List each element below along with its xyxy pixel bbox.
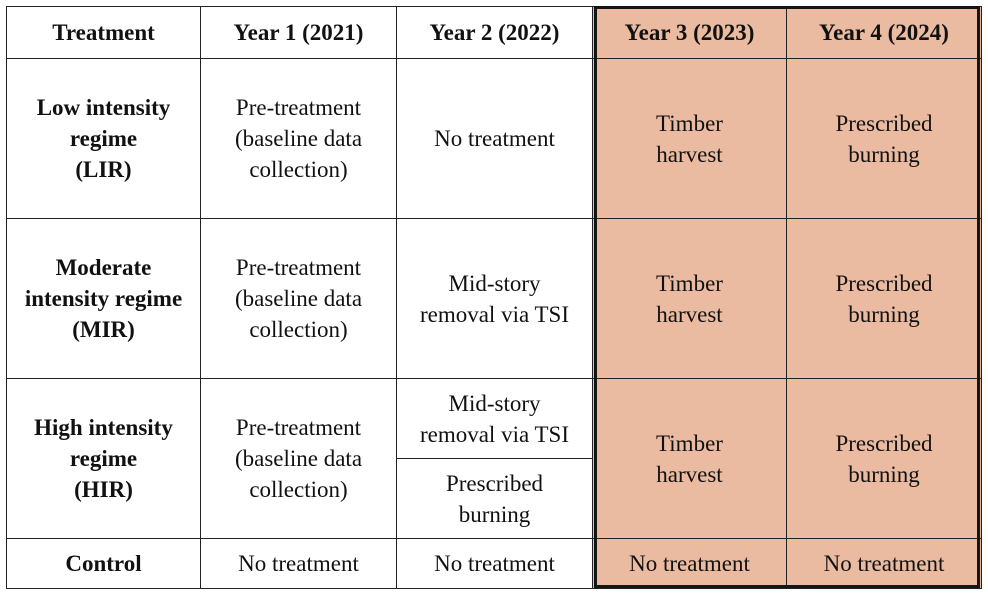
cell-control-year-3: No treatment [592,538,787,589]
cell-line: Prescribed [835,110,933,136]
cell-hir-year-3: Timber harvest [592,378,787,539]
row-label-line: intensity regime [24,286,183,311]
row-label-line: regime [69,446,138,471]
cell-lir-year-4: Prescribed burning [786,58,982,219]
header-year-3: Year 3 (2023) [592,6,787,59]
cell-line: burning [458,501,531,527]
cell-line: Pre-treatment [235,415,362,440]
row-label-mir: Moderate intensity regime (MIR) [6,218,201,379]
cell-hir-year-2-b: Prescribed burning [396,458,593,539]
cell-line: removal via TSI [419,421,570,447]
cell-mir-year-2: Mid-story removal via TSI [396,218,593,379]
row-label-line: High intensity [34,415,173,440]
row-label-lir: Low intensity regime (LIR) [6,58,201,219]
cell-line: Mid-story [448,390,541,416]
cell-line: harvest [656,301,723,327]
cell-line: burning [848,301,920,327]
cell-lir-year-2: No treatment [396,58,593,219]
row-label-line: (MIR) [72,317,135,342]
header-year-2: Year 2 (2022) [396,6,593,59]
table-row-mir: Moderate intensity regime (MIR) Pre-trea… [6,218,982,379]
cell-line: Pre-treatment [235,95,362,120]
cell-line: harvest [656,461,723,487]
cell-control-year-2: No treatment [396,538,593,589]
cell-line: Pre-treatment [235,255,362,280]
cell-line: collection) [249,317,348,342]
cell-line: harvest [656,141,723,167]
cell-line: Prescribed [835,270,933,296]
cell-hir-year-1: Pre-treatment (baseline data collection) [200,378,397,539]
cell-hir-year-4: Prescribed burning [786,378,982,539]
cell-line: collection) [249,477,348,502]
cell-line: burning [848,141,920,167]
cell-line: Prescribed [445,470,544,496]
table-row-hir-sub: Prescribed burning [7,458,982,539]
row-label-line: Moderate [55,255,152,280]
cell-hir-year-2-a: Mid-story removal via TSI [396,378,593,459]
header-treatment: Treatment [6,6,201,59]
row-label-line: (LIR) [75,157,132,182]
cell-line: No treatment [434,126,555,151]
row-label-hir: High intensity regime (HIR) [6,378,201,539]
row-label-line: Low intensity [36,95,171,120]
cell-lir-year-1: Pre-treatment (baseline data collection) [200,58,397,219]
row-label-line: (HIR) [74,477,133,502]
cell-line: (baseline data [234,446,363,471]
cell-control-year-4: No treatment [786,538,982,589]
cell-control-year-1: No treatment [200,538,397,589]
header-year-4: Year 4 (2024) [786,6,982,59]
cell-line: removal via TSI [419,301,570,327]
table-row-control: Control No treatment No treatment No tre… [6,538,982,589]
cell-line: collection) [249,157,348,182]
cell-mir-year-3: Timber harvest [592,218,787,379]
cell-line: (baseline data [234,126,363,151]
treatment-table: Treatment Year 1 (2021) Year 2 (2022) Ye… [6,6,982,589]
header-year-1: Year 1 (2021) [200,6,397,59]
cell-mir-year-1: Pre-treatment (baseline data collection) [200,218,397,379]
cell-line: (baseline data [234,286,363,311]
cell-lir-year-3: Timber harvest [592,58,787,219]
cell-line: Prescribed [835,430,933,456]
table-row-lir: Low intensity regime (LIR) Pre-treatment… [6,58,982,219]
cell-line: burning [848,461,920,487]
table-row-hir: High intensity regime (HIR) Pre-treatmen… [6,378,982,539]
treatment-schedule: Treatment Year 1 (2021) Year 2 (2022) Ye… [6,6,982,589]
row-label-line: regime [69,126,138,151]
cell-line: Timber [656,110,723,136]
cell-mir-year-4: Prescribed burning [786,218,982,379]
header-row: Treatment Year 1 (2021) Year 2 (2022) Ye… [6,6,982,59]
cell-line: Timber [656,270,723,296]
row-label-control: Control [6,538,201,589]
cell-line: Mid-story [448,270,541,296]
cell-line: Timber [656,430,723,456]
